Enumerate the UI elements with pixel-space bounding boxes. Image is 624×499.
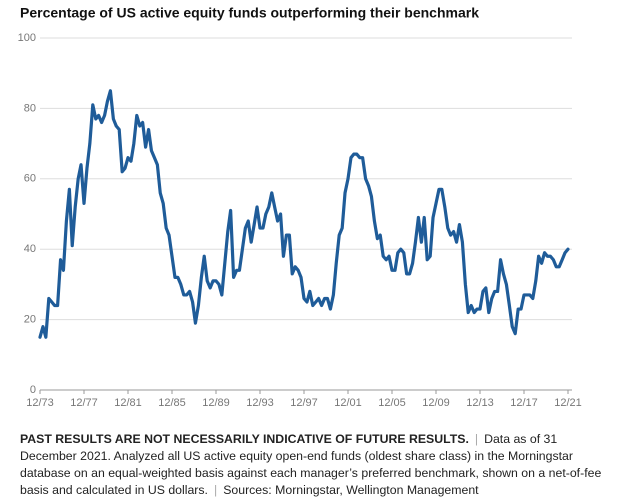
x-tick-label: 12/01 — [334, 397, 362, 409]
chart: Percentage of US active equity funds out… — [18, 5, 582, 409]
x-tick-label: 12/13 — [466, 397, 494, 409]
note: Data as of 31 December 2021. Analyzed al… — [20, 432, 602, 497]
x-tick-label: 12/89 — [202, 397, 230, 409]
x-tick-label: 12/93 — [246, 397, 274, 409]
x-tick-label: 12/09 — [422, 397, 450, 409]
x-tick-label: 12/81 — [114, 397, 142, 409]
y-tick-label: 20 — [24, 314, 36, 326]
separator: | — [213, 483, 218, 497]
disclaimer: PAST RESULTS ARE NOT NECESSARILY INDICAT… — [20, 432, 469, 446]
y-tick-label: 100 — [18, 32, 36, 44]
x-tick-label: 12/73 — [26, 397, 54, 409]
footer: PAST RESULTS ARE NOT NECESSARILY INDICAT… — [20, 431, 610, 499]
data-line — [38, 89, 570, 339]
x-tick-label: 12/17 — [510, 397, 538, 409]
sources: Sources: Morningstar, Wellington Managem… — [223, 483, 479, 497]
x-tick-label: 12/97 — [290, 397, 318, 409]
y-tick-label: 60 — [24, 173, 36, 185]
y-tick-label: 0 — [30, 384, 36, 396]
x-tick-label: 12/05 — [378, 397, 406, 409]
separator: | — [474, 432, 479, 446]
y-tick-label: 80 — [24, 102, 36, 114]
x-tick-label: 12/21 — [554, 397, 582, 409]
y-tick-label: 40 — [24, 243, 36, 255]
x-tick-label: 12/85 — [158, 397, 186, 409]
x-tick-label: 12/77 — [70, 397, 98, 409]
chart-title: Percentage of US active equity funds out… — [20, 5, 479, 21]
